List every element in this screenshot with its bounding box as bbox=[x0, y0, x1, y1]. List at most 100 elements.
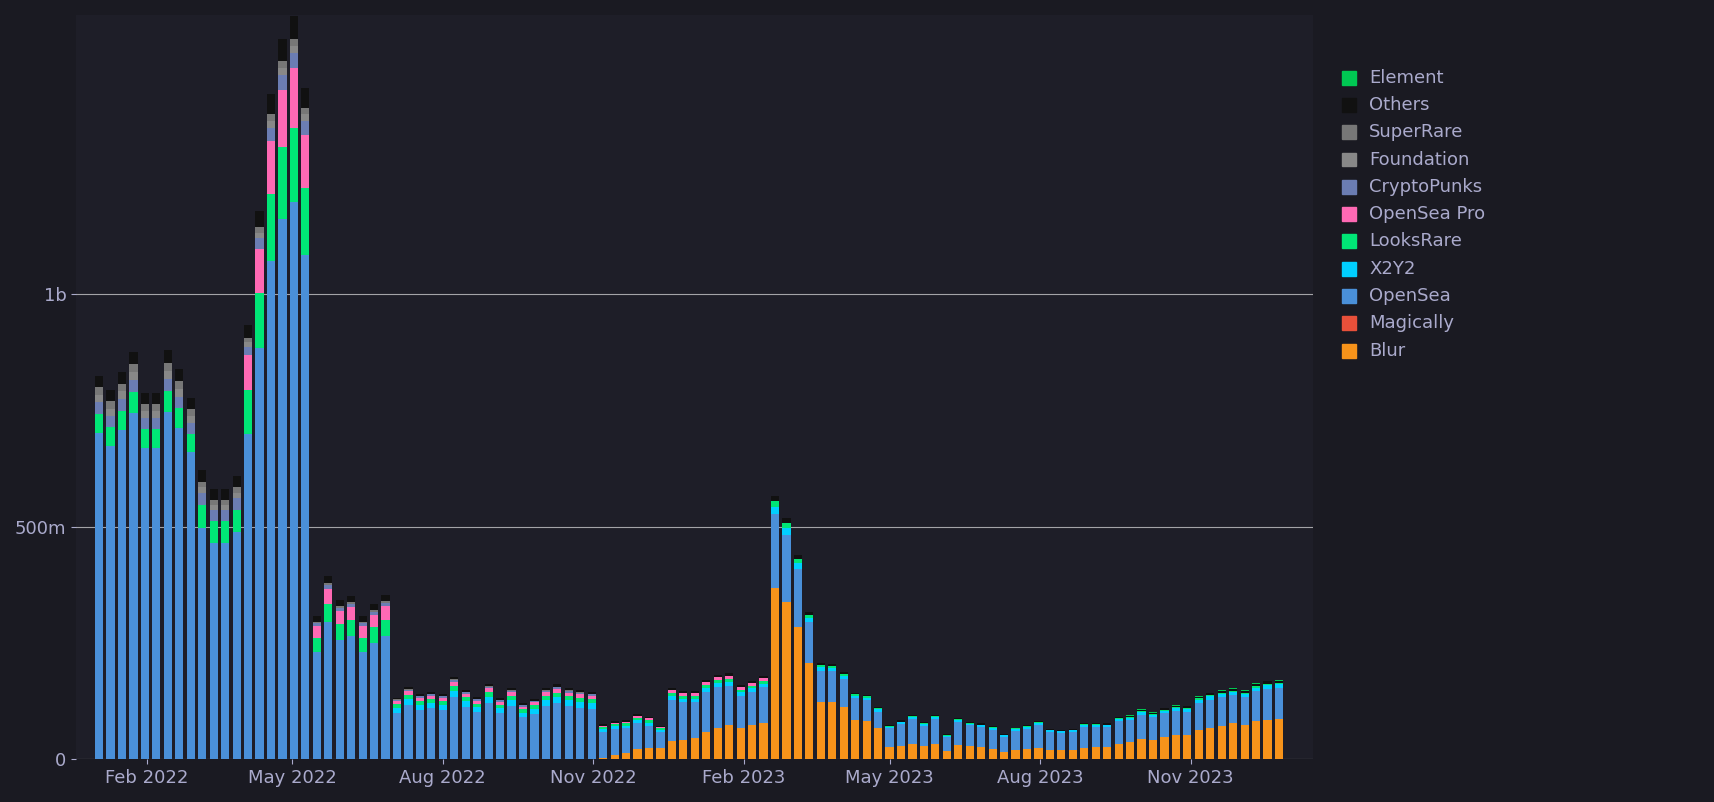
Bar bbox=[141, 419, 149, 429]
Bar bbox=[713, 727, 722, 759]
Bar bbox=[417, 694, 423, 695]
Bar bbox=[312, 652, 321, 759]
Bar bbox=[336, 608, 345, 611]
Bar bbox=[336, 624, 345, 639]
Bar bbox=[656, 748, 665, 759]
Bar bbox=[1241, 724, 1250, 759]
Bar bbox=[794, 559, 802, 563]
Bar bbox=[1241, 694, 1250, 697]
Bar bbox=[485, 703, 492, 759]
Bar bbox=[1251, 691, 1260, 721]
Bar bbox=[1058, 751, 1066, 759]
Bar bbox=[118, 399, 127, 411]
Bar bbox=[370, 610, 379, 612]
Bar bbox=[346, 637, 355, 759]
Bar bbox=[908, 719, 917, 743]
Bar bbox=[382, 636, 389, 759]
Bar bbox=[165, 411, 171, 759]
Bar bbox=[610, 721, 619, 723]
Bar bbox=[874, 707, 883, 708]
Bar bbox=[290, 16, 298, 38]
Bar bbox=[691, 696, 699, 699]
Bar bbox=[209, 510, 218, 521]
Bar bbox=[451, 686, 458, 691]
Bar bbox=[530, 706, 538, 709]
Bar bbox=[417, 698, 423, 701]
Bar bbox=[1229, 691, 1238, 692]
Bar bbox=[1229, 692, 1238, 695]
Bar bbox=[382, 606, 389, 620]
Bar bbox=[656, 728, 665, 730]
Bar bbox=[106, 416, 115, 427]
Bar bbox=[737, 695, 744, 727]
Bar bbox=[187, 423, 195, 434]
Bar bbox=[679, 702, 687, 739]
Bar bbox=[840, 707, 848, 759]
Bar bbox=[141, 429, 149, 448]
Bar bbox=[495, 708, 504, 713]
Bar bbox=[336, 639, 345, 759]
Bar bbox=[439, 705, 447, 710]
Bar bbox=[358, 622, 367, 623]
Bar bbox=[554, 697, 562, 703]
Bar bbox=[278, 90, 286, 148]
Bar bbox=[346, 596, 355, 602]
Bar bbox=[588, 691, 596, 694]
Bar bbox=[1034, 725, 1042, 747]
Bar bbox=[199, 488, 206, 493]
Bar bbox=[920, 724, 927, 726]
Bar bbox=[852, 699, 859, 719]
Bar bbox=[588, 695, 596, 699]
Bar bbox=[886, 747, 893, 759]
Bar bbox=[324, 603, 333, 622]
Bar bbox=[1263, 689, 1272, 719]
Bar bbox=[920, 747, 927, 759]
Bar bbox=[199, 493, 206, 504]
Bar bbox=[874, 708, 883, 710]
Bar bbox=[703, 683, 710, 685]
Bar bbox=[576, 707, 584, 759]
Bar bbox=[312, 638, 321, 652]
Bar bbox=[874, 710, 883, 711]
Bar bbox=[358, 626, 367, 638]
Bar bbox=[267, 194, 274, 261]
Bar bbox=[1092, 723, 1100, 724]
Bar bbox=[221, 489, 230, 500]
Bar bbox=[725, 682, 734, 686]
Bar bbox=[255, 249, 264, 293]
Bar bbox=[175, 381, 183, 389]
Bar bbox=[703, 680, 710, 683]
Bar bbox=[737, 727, 744, 759]
Bar bbox=[1241, 697, 1250, 724]
Bar bbox=[1011, 727, 1020, 728]
Bar bbox=[1023, 725, 1032, 727]
Bar bbox=[473, 701, 482, 703]
Bar bbox=[920, 726, 927, 747]
Bar bbox=[896, 724, 905, 746]
Bar bbox=[955, 719, 962, 720]
Bar bbox=[187, 452, 195, 759]
Bar bbox=[656, 727, 665, 728]
Bar bbox=[862, 695, 871, 696]
Bar bbox=[417, 696, 423, 698]
Bar bbox=[336, 606, 345, 608]
Bar bbox=[564, 688, 572, 691]
Bar bbox=[451, 697, 458, 759]
Bar bbox=[255, 293, 264, 348]
Bar bbox=[370, 627, 379, 643]
Bar bbox=[1046, 731, 1054, 750]
Bar bbox=[828, 671, 836, 702]
Bar bbox=[129, 352, 137, 364]
Bar bbox=[346, 604, 355, 607]
Bar bbox=[495, 713, 504, 759]
Bar bbox=[175, 408, 183, 427]
Bar bbox=[542, 706, 550, 759]
Bar bbox=[221, 500, 230, 505]
Bar bbox=[165, 379, 171, 391]
Bar bbox=[1229, 689, 1238, 691]
Bar bbox=[828, 702, 836, 759]
Bar bbox=[955, 723, 962, 745]
Bar bbox=[1275, 688, 1284, 719]
Bar bbox=[1148, 740, 1157, 759]
Bar bbox=[530, 699, 538, 701]
